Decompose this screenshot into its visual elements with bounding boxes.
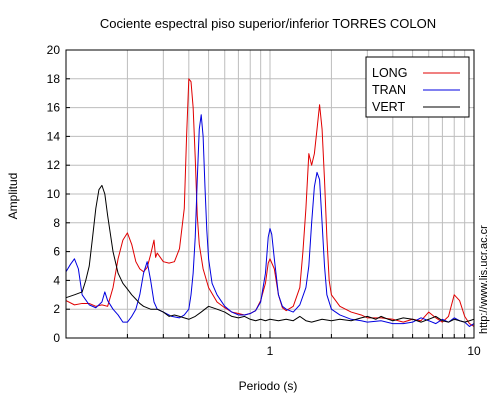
y-axis-ticks: 0 2 4 6 8 10 12 14 16 18 20 <box>47 43 70 345</box>
chart-title: Cociente espectral piso superior/inferio… <box>100 16 436 31</box>
legend-label-tran: TRAN <box>372 83 406 97</box>
x-tick-label: 10 <box>467 344 481 358</box>
y-tick-label: 20 <box>47 43 61 57</box>
x-axis-ticks: 1 10 <box>65 331 481 358</box>
x-axis-label: Periodo (s) <box>239 379 298 393</box>
legend-label-long: LONG <box>372 66 407 80</box>
y-tick-label: 6 <box>53 245 60 259</box>
plot-frame <box>65 49 475 339</box>
y-axis-label: Amplitud <box>6 173 20 220</box>
y-tick-label: 14 <box>47 129 61 143</box>
x-tick-label: 1 <box>267 344 274 358</box>
y-tick-label: 16 <box>47 101 61 115</box>
y-tick-label: 12 <box>47 158 61 172</box>
y-tick-label: 2 <box>53 302 60 316</box>
series-line-tran <box>65 114 475 327</box>
y-tick-label: 18 <box>47 72 61 86</box>
y-tick-label: 10 <box>47 187 61 201</box>
y-tick-label: 0 <box>53 331 60 345</box>
y-tick-label: 4 <box>53 273 60 287</box>
legend-label-vert: VERT <box>372 100 405 114</box>
series-line-vert <box>65 184 475 323</box>
legend: LONG TRAN VERT <box>365 56 470 118</box>
grid-lines <box>66 50 474 338</box>
data-series <box>65 78 475 327</box>
side-url: http://www.lis.ucr.ac.cr <box>478 225 490 334</box>
y-tick-label: 8 <box>53 216 60 230</box>
